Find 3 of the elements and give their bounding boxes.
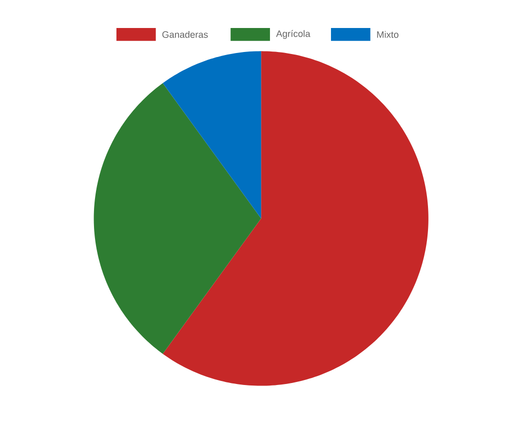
legend-label: Mixto <box>377 30 398 38</box>
legend-label: Agrícola <box>276 30 310 39</box>
legend-label: Ganaderas <box>162 30 208 38</box>
